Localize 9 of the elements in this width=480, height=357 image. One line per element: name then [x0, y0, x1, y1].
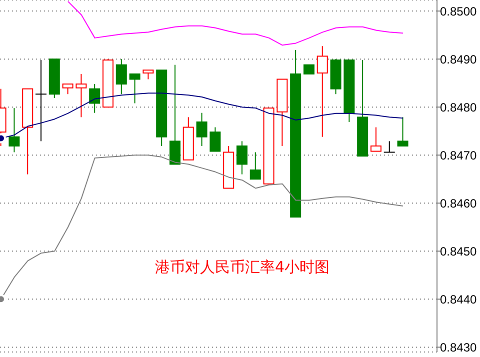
y-tick-label: 0.8500: [440, 4, 478, 18]
y-tick-label: 0.8450: [440, 244, 478, 258]
annotation: 港币对人民币汇率4小时图: [155, 258, 330, 277]
y-tick-label: 0.8460: [440, 196, 478, 210]
y-tick-label: 0.8440: [440, 292, 478, 306]
y-tick-label: 0.8480: [440, 100, 478, 114]
y-tick-label: 0.8470: [440, 148, 478, 162]
y-tick-label: 0.8490: [440, 52, 478, 66]
y-tick-label: 0.8430: [440, 340, 478, 354]
